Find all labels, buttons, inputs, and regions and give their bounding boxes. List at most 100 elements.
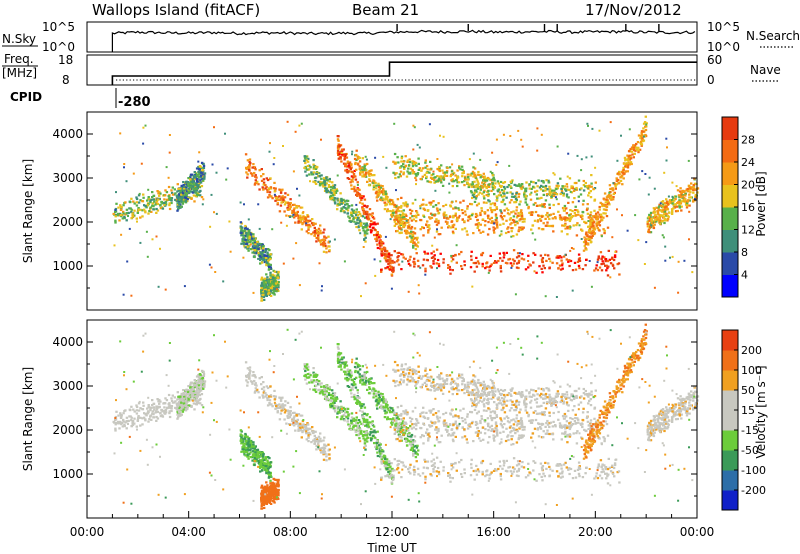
echo-cell [347,205,350,208]
echo-cell [581,229,584,232]
echo-cell [409,264,412,267]
echo-cell [650,224,653,227]
echo-cell [325,236,328,239]
echo-cell [197,392,200,395]
echo-cell [446,166,449,170]
echo-cell [393,204,396,207]
echo-cell [644,115,647,118]
echo-cell [467,215,470,218]
echo-cell [368,174,371,177]
echo-cell [556,145,559,148]
echo-cell [339,156,342,159]
echo-cell [483,175,486,178]
echo-cell [294,130,297,133]
echo-cell [471,181,474,184]
echo-cell [475,256,478,259]
echo-cell [161,202,164,205]
echo-cell [279,399,283,402]
echo-cell [244,227,247,230]
echo-cell [521,228,524,231]
echo-cell [406,159,410,162]
echo-cell [362,210,365,213]
echo-cell [367,217,371,220]
echo-cell [341,207,344,210]
echo-cell [603,192,607,195]
echo-cell [373,180,376,183]
echo-cell [294,214,297,218]
scattered-echoes [113,120,696,298]
echo-cell [487,183,491,186]
echo-cell [164,194,167,197]
echo-cell [247,229,250,232]
echo-cell [240,222,243,225]
echo-cell [443,211,446,214]
echo-cell [536,219,540,222]
echo-cell [477,262,481,265]
echo-cell [657,213,660,216]
echo-cell [115,410,118,413]
echo-cell [385,254,388,257]
echo-cell [380,268,383,271]
echo-cell [411,233,415,236]
echo-cell [375,196,378,199]
echo-cell [319,180,322,183]
echo-cell [402,225,405,228]
echo-cell [484,177,487,180]
echo-cell [452,254,455,258]
freq-tick-bottom: 8 [62,73,70,87]
echo-cell [582,199,585,202]
echo-cell [282,145,284,147]
echo-cell [333,197,337,200]
echo-cell [430,173,433,177]
echo-cell [201,377,204,380]
echo-cell [184,200,188,203]
echo-cell [275,197,278,200]
echo-cell [350,179,353,182]
echo-cell [360,195,363,198]
echo-cell [679,187,682,190]
echo-cell [460,165,464,168]
echo-cell [629,161,633,164]
echo-cell [414,198,417,201]
echo-cell [350,204,354,207]
echo-cell [445,217,449,220]
echo-cell [570,216,573,219]
echo-cell [595,212,598,215]
echo-cell [530,187,533,190]
echo-cell [197,184,200,187]
echo-cell [331,189,334,192]
echo-cell [182,389,185,392]
echo-cell [577,200,580,203]
echo-cell [672,200,675,203]
echo-cell [436,158,439,160]
echo-cell [564,219,567,222]
echo-cell [260,292,263,295]
echo-cell [472,152,475,155]
echo-cell [179,395,182,398]
echo-cell [350,211,353,214]
echo-cell [583,220,586,223]
echo-cell [372,184,376,187]
echo-cell [291,203,295,207]
echo-cell [400,160,403,163]
echo-cell [523,193,526,196]
echo-cell [312,430,315,433]
echo-cell [294,429,297,432]
echo-cell [399,170,403,173]
echo-cell [554,217,557,220]
echo-cell [575,188,578,191]
echo-cell [187,182,190,185]
echo-cell [637,146,640,149]
echo-cell [677,194,681,197]
echo-cell [304,167,307,170]
echo-cell [167,403,170,406]
echo-cell [512,210,515,213]
echo-cell [297,220,300,223]
echo-cell [312,167,315,170]
echo-cell [400,155,404,158]
echo-cell [283,408,286,411]
echo-cell [517,228,521,232]
echo-cell [176,197,180,200]
echo-cell [199,382,203,385]
echo-cell [404,155,407,158]
